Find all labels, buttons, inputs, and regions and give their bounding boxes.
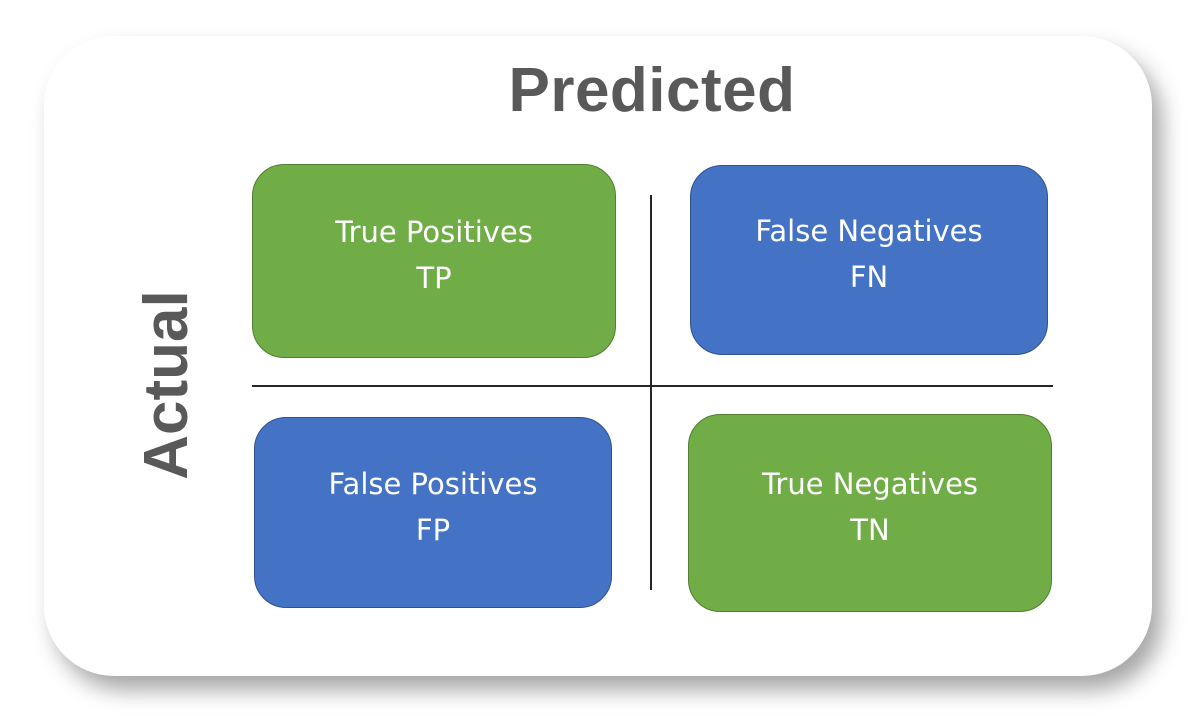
actual-axis-label: Actual (132, 290, 201, 480)
cell-label: True Negatives (761, 467, 979, 501)
cell-text: False Positives FP (329, 461, 538, 553)
cell-abbreviation: TN (850, 513, 890, 547)
cell-text: True Positives TP (335, 209, 533, 301)
vertical-divider (650, 195, 652, 590)
cell-false-negatives: False Negatives FN (690, 165, 1048, 355)
cell-text: False Negatives FN (755, 208, 982, 300)
predicted-axis-label: Predicted (508, 56, 796, 125)
horizontal-divider (252, 385, 1053, 387)
cell-true-positives: True Positives TP (252, 164, 616, 358)
cell-label: True Positives (335, 215, 533, 249)
cell-false-positives: False Positives FP (254, 417, 612, 608)
cell-abbreviation: TP (416, 261, 452, 295)
cell-abbreviation: FN (849, 260, 889, 294)
cell-label: False Negatives (755, 214, 983, 248)
cell-text: True Negatives TN (762, 461, 978, 553)
cell-label: False Positives (328, 466, 538, 501)
cell-abbreviation: FP (415, 512, 451, 547)
cell-true-negatives: True Negatives TN (688, 414, 1052, 612)
